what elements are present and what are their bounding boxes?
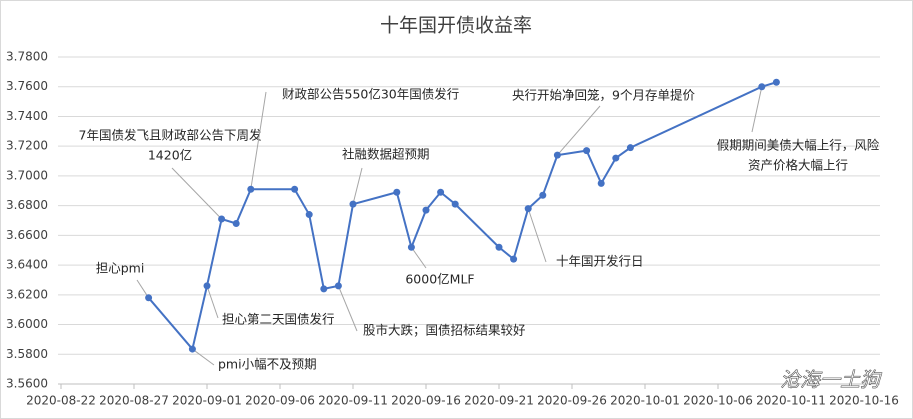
data-point	[349, 200, 357, 208]
data-point	[320, 285, 328, 293]
annotation-leader	[206, 285, 219, 319]
data-point	[553, 151, 561, 159]
y-tick-label: 3.7600	[6, 79, 48, 93]
x-tick-label: 2020-09-26	[537, 394, 607, 408]
data-point	[626, 144, 634, 152]
data-point	[407, 243, 415, 251]
x-tick-label: 2020-09-01	[172, 394, 242, 408]
data-point	[510, 255, 518, 263]
data-point	[451, 200, 459, 208]
annotation: 社融数据超预期	[342, 147, 430, 162]
annotation-leader	[557, 105, 601, 156]
y-tick-label: 3.6800	[6, 198, 48, 212]
y-tick-label: 3.7400	[6, 109, 48, 123]
data-point	[612, 154, 620, 162]
data-point	[247, 185, 255, 193]
data-point	[218, 215, 226, 223]
y-tick-label: 3.7200	[6, 139, 48, 153]
data-point	[291, 185, 299, 193]
x-tick-label: 2020-10-16	[829, 394, 899, 408]
annotation-leader	[751, 86, 763, 133]
data-point	[145, 294, 153, 302]
data-point	[393, 188, 401, 196]
annotation: 担心pmi	[96, 261, 145, 276]
annotation: 6000亿MLF	[405, 272, 474, 287]
y-tick-label: 3.5800	[6, 347, 48, 361]
annotation: 7年国债发飞且财政部公告下周发	[79, 128, 262, 143]
data-point	[583, 147, 591, 155]
data-point	[437, 188, 445, 196]
y-tick-label: 3.6200	[6, 287, 48, 301]
data-point	[539, 191, 547, 199]
data-point	[203, 282, 211, 290]
annotation: 股市大跌；国债招标结果较好	[363, 323, 526, 338]
data-point	[334, 282, 342, 290]
x-tick-label: 2020-10-11	[756, 394, 826, 408]
annotation-leader	[171, 167, 222, 220]
x-tick-label: 2020-10-01	[610, 394, 680, 408]
watermark: 沧海一土狗	[780, 368, 883, 392]
annotation: 担心第二天国债发行	[222, 312, 335, 327]
annotation: 1420亿	[148, 148, 192, 163]
x-tick-label: 2020-09-21	[464, 394, 534, 408]
y-tick-label: 3.7800	[6, 50, 48, 64]
annotation-leader	[250, 91, 267, 190]
data-point	[495, 243, 503, 251]
annotation: pmi小幅不及预期	[218, 357, 317, 372]
annotation-leader	[410, 246, 427, 269]
data-point	[772, 78, 780, 86]
x-tick-label: 2020-10-06	[683, 394, 753, 408]
y-tick-label: 3.7000	[6, 168, 48, 182]
annotation-leader	[136, 279, 150, 299]
chart-title: 十年国开债收益率	[380, 15, 532, 37]
y-tick-label: 3.6600	[6, 228, 48, 242]
annotation-leader	[352, 167, 363, 205]
annotation-leader	[337, 285, 358, 332]
x-tick-label: 2020-09-11	[318, 394, 388, 408]
annotation: 十年国开发行日	[556, 254, 644, 269]
data-point	[524, 205, 532, 213]
y-tick-label: 3.6000	[6, 317, 48, 331]
data-point	[422, 206, 430, 214]
x-tick-label: 2020-09-16	[391, 394, 461, 408]
y-tick-label: 3.6400	[6, 258, 48, 272]
annotation: 假期期间美债大幅上行，风险	[717, 138, 880, 153]
annotation: 财政部公告550亿30年国债发行	[282, 87, 459, 102]
data-point	[305, 211, 313, 219]
data-point	[597, 179, 605, 187]
annotation-leader	[192, 348, 215, 366]
data-point	[232, 219, 240, 227]
annotation-leader	[527, 208, 547, 263]
x-tick-label: 2020-08-27	[99, 394, 169, 408]
annotation: 资产价格大幅上行	[748, 158, 848, 173]
x-tick-label: 2020-09-06	[245, 394, 315, 408]
annotation: 央行开始净回笼，9个月存单提价	[512, 88, 695, 103]
data-point	[758, 83, 766, 91]
x-tick-label: 2020-08-22	[26, 394, 96, 408]
y-tick-label: 3.5600	[6, 377, 48, 391]
data-point	[188, 345, 196, 353]
